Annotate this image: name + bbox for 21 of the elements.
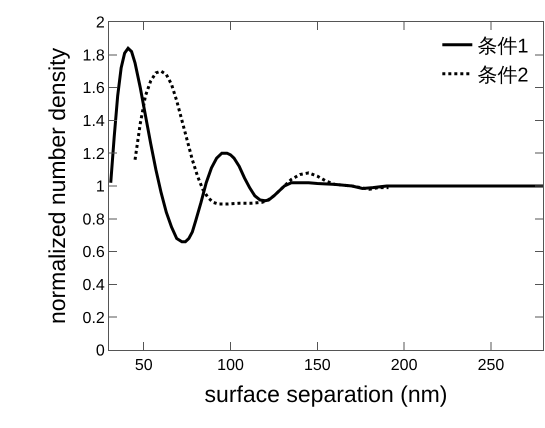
y-tick-label: 0: [96, 342, 105, 360]
y-axis-title: normalized number density: [44, 47, 70, 324]
y-tick-label: 0.4: [82, 277, 105, 294]
y-tick-label: 0.2: [82, 310, 105, 327]
x-tick-label: 250: [478, 357, 504, 374]
line-series: [134, 70, 390, 206]
y-tick-label: 1: [96, 178, 105, 196]
y-tick-label: 0.6: [82, 244, 105, 262]
y-tick-label: 0.8: [82, 211, 105, 228]
legend-label: 条件2: [477, 64, 528, 87]
y-tick-label: 1.6: [82, 80, 105, 98]
x-tick-label: 50: [134, 357, 153, 374]
x-axis-title: surface separation (nm): [204, 380, 448, 407]
x-tick-label: 100: [217, 357, 244, 374]
y-tick-label: 2: [96, 14, 105, 32]
x-tick-label: 150: [304, 357, 331, 374]
y-tick-label: 1.4: [82, 113, 105, 130]
y-tick-label: 1.8: [82, 47, 105, 64]
x-tick-label: 200: [390, 357, 418, 374]
legend-label: 条件1: [477, 36, 528, 58]
y-tick-label: 1.2: [82, 146, 105, 163]
